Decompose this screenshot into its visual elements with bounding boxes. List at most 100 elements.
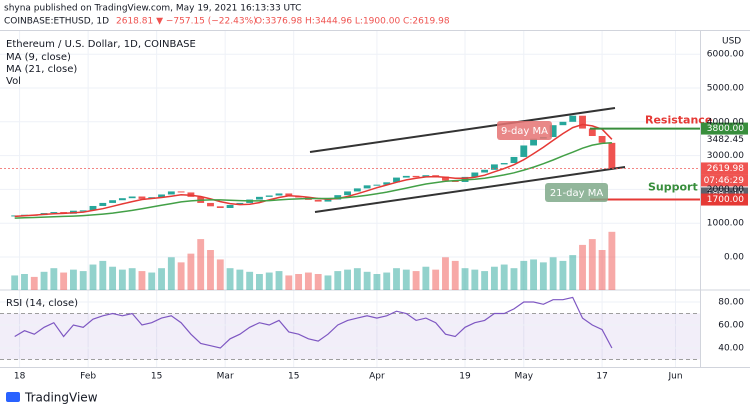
candle xyxy=(344,191,351,196)
countdown-box xyxy=(701,174,748,187)
volume-bar xyxy=(598,250,606,290)
candle xyxy=(216,206,224,208)
y-tick-label: 4000.00 xyxy=(707,117,744,127)
volume-bar xyxy=(373,274,381,290)
candle xyxy=(109,200,117,203)
volume-bar xyxy=(363,271,371,290)
candle xyxy=(118,198,126,201)
volume-bar xyxy=(226,268,234,290)
volume-bar xyxy=(334,271,342,290)
candle xyxy=(89,205,97,211)
candle xyxy=(471,172,479,177)
candle xyxy=(490,164,498,170)
volume-bar xyxy=(344,269,351,290)
volume-bar xyxy=(432,269,440,290)
price-label: 1700.00 xyxy=(707,195,744,205)
volume-bar xyxy=(11,275,19,290)
legend-ma21: MA (21, close) xyxy=(6,64,77,75)
price-label-box xyxy=(701,122,748,135)
price-label-box xyxy=(701,162,748,175)
candle xyxy=(579,115,586,129)
candle xyxy=(314,199,322,202)
candle xyxy=(334,195,342,200)
annotation-box xyxy=(545,183,608,202)
volume-bar xyxy=(579,244,586,290)
rsi-band xyxy=(0,313,700,360)
x-tick-label: Apr xyxy=(369,372,385,382)
volume-bar xyxy=(481,271,489,290)
candle xyxy=(353,188,361,192)
x-tick-label: Mar xyxy=(217,372,234,382)
volume-bar xyxy=(30,276,38,290)
candle xyxy=(598,136,606,143)
volume-bar xyxy=(304,272,312,290)
volume-bar xyxy=(490,266,498,290)
symbol: COINBASE:ETHUSD, 1D xyxy=(4,17,109,27)
publisher: shyna published on TradingView.com, May … xyxy=(4,4,301,14)
price-label: 2619.98 xyxy=(707,164,744,174)
candle xyxy=(324,199,332,202)
candle xyxy=(383,182,391,185)
volume-bar xyxy=(50,268,58,290)
candle xyxy=(167,191,175,195)
candle xyxy=(207,202,214,207)
volume-bar xyxy=(128,268,136,290)
ohlc: O:3376.98 H:3444.96 L:1900.00 C:2619.98 xyxy=(255,17,450,27)
price-axis-border xyxy=(700,30,701,368)
volume-bar xyxy=(60,272,68,290)
y-tick-label: 6000.00 xyxy=(707,50,744,60)
price-label: 3800.00 xyxy=(707,124,744,134)
volume-bar xyxy=(608,231,616,290)
volume-bar xyxy=(530,259,537,290)
volume-bar xyxy=(569,255,577,290)
candle xyxy=(50,212,58,214)
volume-bar xyxy=(500,264,508,290)
y-tick-label: 1000.00 xyxy=(707,219,744,229)
volume-bar xyxy=(461,268,469,290)
candle xyxy=(530,138,537,146)
volume-bar xyxy=(471,269,479,290)
candle xyxy=(363,185,371,189)
divider xyxy=(0,30,750,31)
volume-bar xyxy=(167,257,175,290)
logo-icon xyxy=(6,392,20,402)
candle xyxy=(549,125,557,138)
candle xyxy=(569,115,577,122)
candle xyxy=(442,176,449,181)
x-tick-label: 15 xyxy=(288,372,299,382)
rsi-tick-label: 40.00 xyxy=(718,343,744,353)
countdown: 07:46:29 xyxy=(704,176,745,186)
price-label: 3482.45 xyxy=(707,135,744,145)
volume-bar xyxy=(256,274,263,290)
currency: USD xyxy=(722,37,741,47)
candle xyxy=(79,210,87,212)
rsi-tick-label: 80.00 xyxy=(718,297,744,307)
channel-upper xyxy=(309,107,616,153)
y-tick-label: 0.00 xyxy=(724,253,744,263)
volume-bar xyxy=(187,253,195,290)
volume-bar xyxy=(539,262,547,290)
legend-rsi: RSI (14, close) xyxy=(6,298,78,309)
volume-bar xyxy=(412,271,420,290)
candle xyxy=(138,196,146,199)
volume-bar xyxy=(109,266,117,290)
candle xyxy=(559,121,567,126)
volume-bar xyxy=(275,271,283,290)
legend-ma9: MA (9, close) xyxy=(6,52,71,63)
resistance-text: Resistance xyxy=(645,114,712,127)
volume-bar xyxy=(314,274,322,290)
volume-bar xyxy=(559,260,567,290)
volume-bar xyxy=(549,257,557,290)
logo: TradingView xyxy=(6,391,98,405)
volume-bar xyxy=(89,264,97,290)
volume-bar xyxy=(99,260,107,290)
volume-bar xyxy=(324,275,332,290)
time-axis-border xyxy=(0,367,750,368)
rsi-tick-label: 60.00 xyxy=(718,320,744,330)
brand: TradingView xyxy=(24,391,98,405)
volume-bar xyxy=(158,268,165,290)
volume-bar xyxy=(70,269,77,290)
volume-bar xyxy=(510,268,518,290)
candle xyxy=(265,195,273,197)
